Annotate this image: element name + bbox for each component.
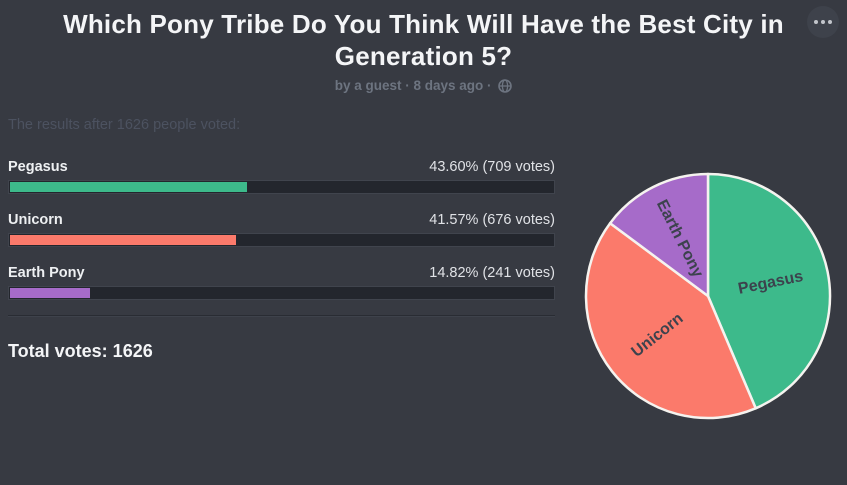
total-votes: Total votes: 1626 — [8, 341, 153, 361]
option-label: Unicorn — [8, 212, 63, 228]
pie-slice-pegasus — [706, 172, 832, 410]
option-row-earth-pony: Earth Pony 14.82% (241 votes) — [8, 265, 555, 300]
progress-track — [8, 286, 555, 300]
byline-text: by a guest · 8 days ago · — [334, 78, 492, 93]
option-label: Pegasus — [8, 159, 68, 175]
option-row-unicorn: Unicorn 41.57% (676 votes) — [8, 212, 555, 247]
option-row-pegasus: Pegasus 43.60% (709 votes) — [8, 159, 555, 194]
results-intro: The results after 1626 people voted: — [8, 117, 241, 133]
options-list: Pegasus 43.60% (709 votes) Unicorn 41.57… — [8, 159, 555, 318]
byline: by a guest · 8 days ago · — [0, 78, 847, 96]
option-label: Earth Pony — [8, 265, 85, 281]
progress-fill-earth-pony — [10, 288, 91, 298]
pie-chart: Pegasus Unicorn Earth Pony — [578, 166, 838, 426]
globe-icon — [498, 79, 513, 96]
progress-fill-unicorn — [10, 235, 236, 245]
pie-slice-earth-pony — [608, 172, 710, 298]
option-result: 41.57% (676 votes) — [429, 212, 555, 228]
poll-menu-button[interactable] — [807, 6, 839, 38]
ellipsis-icon — [814, 20, 832, 24]
option-result: 43.60% (709 votes) — [429, 159, 555, 175]
page-title: Which Pony Tribe Do You Think Will Have … — [63, 9, 784, 71]
progress-track — [8, 233, 555, 247]
divider — [8, 315, 555, 317]
progress-track — [8, 180, 555, 194]
option-result: 14.82% (241 votes) — [429, 265, 555, 281]
progress-fill-pegasus — [10, 182, 247, 192]
pie-slice-unicorn — [584, 221, 757, 420]
